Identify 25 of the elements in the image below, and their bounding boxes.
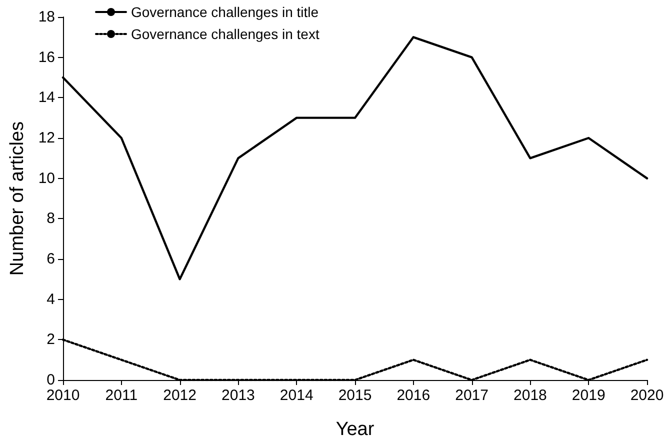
x-tick-label: 2013 [222,387,255,404]
x-tick-label: 2017 [455,387,488,404]
x-axis-title: Year [336,419,375,440]
y-tick-label: 0 [46,372,55,388]
x-tick-label: 2016 [396,387,430,404]
y-tick-label: 18 [38,8,55,26]
x-tick-label: 2011 [105,387,138,404]
y-tick-label: 4 [46,290,55,308]
x-tick-label: 2010 [46,387,80,404]
y-tick-label: 8 [46,210,55,228]
legend-label: Governance challenges in text [131,26,320,42]
x-tick-label: 2015 [338,387,372,404]
y-tick-label: 2 [46,331,55,348]
y-tick-label: 14 [38,89,55,106]
x-tick-label: 2020 [630,387,664,404]
x-tick-label: 2019 [572,387,606,404]
y-tick-label: 16 [38,48,55,66]
legend-label: Governance challenges in title [131,4,319,20]
x-tick-label: 2014 [280,387,314,404]
y-tick-label: 6 [46,250,55,268]
y-tick-label: 10 [38,170,55,187]
x-tick-label: 2018 [514,387,547,404]
y-axis-title: Number of articles [7,121,28,276]
x-tick-label: 2012 [163,387,196,404]
y-tick-label: 12 [38,130,55,146]
